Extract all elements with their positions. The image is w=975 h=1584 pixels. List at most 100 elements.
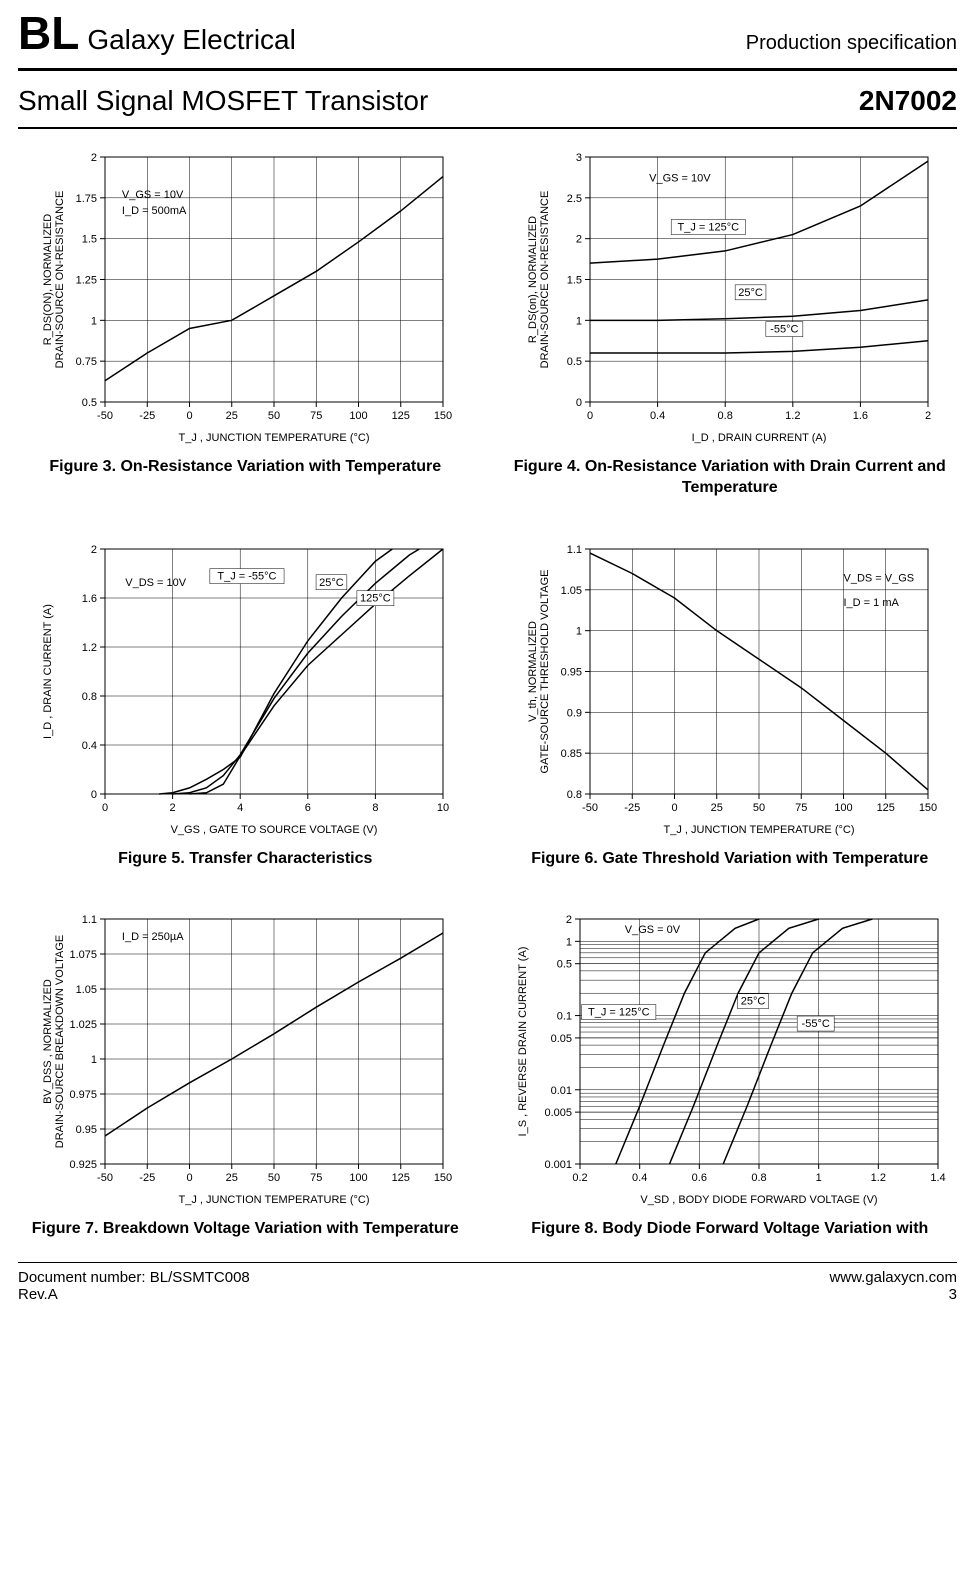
- figure-7: -50-2502550751001251500.9250.950.97511.0…: [18, 909, 473, 1240]
- svg-text:1.05: 1.05: [76, 984, 97, 996]
- figure-4-title: Figure 4. On-Resistance Variation with D…: [503, 457, 958, 499]
- figure-8: 0.20.40.60.811.21.40.0010.0050.010.050.1…: [503, 909, 958, 1240]
- svg-text:0.1: 0.1: [556, 1011, 571, 1023]
- svg-text:2.5: 2.5: [566, 193, 581, 205]
- svg-text:1.6: 1.6: [853, 410, 868, 422]
- svg-text:2: 2: [91, 544, 97, 556]
- svg-text:0.2: 0.2: [572, 1172, 587, 1184]
- svg-text:T_J , JUNCTION TEMPERATURE (°C: T_J , JUNCTION TEMPERATURE (°C): [179, 432, 370, 444]
- page-footer: Document number: BL/SSMTC008 Rev.A www.g…: [18, 1263, 957, 1303]
- svg-text:0.95: 0.95: [76, 1124, 97, 1136]
- doc-number: Document number: BL/SSMTC008: [18, 1269, 250, 1286]
- svg-text:1.25: 1.25: [76, 275, 97, 287]
- figure-5: 024681000.40.81.21.62V_GS , GATE TO SOUR…: [18, 539, 473, 870]
- svg-text:0.5: 0.5: [566, 356, 581, 368]
- figure-5-title: Figure 5. Transfer Characteristics: [18, 849, 473, 870]
- svg-text:0.75: 0.75: [76, 356, 97, 368]
- svg-text:-50: -50: [97, 1172, 113, 1184]
- svg-text:BV_DSS , NORMALIZEDDRAIN-SOURC: BV_DSS , NORMALIZEDDRAIN-SOURCE BREAKDOW…: [42, 935, 66, 1149]
- svg-text:V_DS = 10V: V_DS = 10V: [126, 576, 188, 588]
- svg-text:150: 150: [434, 1172, 452, 1184]
- svg-text:0.4: 0.4: [82, 740, 97, 752]
- svg-text:T_J , JUNCTION TEMPERATURE (°C: T_J , JUNCTION TEMPERATURE (°C): [663, 824, 854, 836]
- figure-3-title: Figure 3. On-Resistance Variation with T…: [18, 457, 473, 478]
- svg-text:0: 0: [187, 1172, 193, 1184]
- svg-text:1: 1: [815, 1172, 821, 1184]
- svg-text:0.95: 0.95: [560, 666, 581, 678]
- svg-text:8: 8: [373, 802, 379, 814]
- svg-text:25°C: 25°C: [740, 996, 765, 1008]
- svg-text:150: 150: [434, 410, 452, 422]
- svg-text:0.9: 0.9: [566, 707, 581, 719]
- svg-text:75: 75: [310, 1172, 322, 1184]
- svg-text:0.005: 0.005: [544, 1108, 572, 1120]
- svg-text:0: 0: [187, 410, 193, 422]
- svg-text:1.1: 1.1: [82, 914, 97, 926]
- page-header: BL Galaxy Electrical Production specific…: [18, 0, 957, 71]
- svg-text:0.5: 0.5: [82, 397, 97, 409]
- page-number: 3: [829, 1286, 957, 1303]
- svg-text:125: 125: [392, 410, 410, 422]
- svg-text:75: 75: [310, 410, 322, 422]
- figure-3: -50-2502550751001251500.50.7511.251.51.7…: [18, 147, 473, 499]
- svg-text:I_D = 250µA: I_D = 250µA: [122, 931, 184, 943]
- svg-text:-55°C: -55°C: [801, 1018, 829, 1030]
- part-number: 2N7002: [859, 85, 957, 117]
- svg-text:0.8: 0.8: [751, 1172, 766, 1184]
- svg-text:0.975: 0.975: [70, 1089, 98, 1101]
- svg-text:-50: -50: [582, 802, 598, 814]
- header-left: BL Galaxy Electrical: [18, 6, 296, 60]
- svg-text:150: 150: [919, 802, 937, 814]
- svg-text:T_J = 125°C: T_J = 125°C: [677, 222, 739, 234]
- footer-url: www.galaxycn.com: [829, 1269, 957, 1286]
- product-title: Small Signal MOSFET Transistor: [18, 85, 428, 117]
- svg-text:1.6: 1.6: [82, 593, 97, 605]
- svg-text:25: 25: [226, 1172, 238, 1184]
- svg-text:V_th, NORMALIZEDGATE-SOURCE TH: V_th, NORMALIZEDGATE-SOURCE THRESHOLD VO…: [527, 569, 551, 773]
- svg-text:V_GS = 10V: V_GS = 10V: [649, 173, 711, 185]
- svg-text:0.925: 0.925: [70, 1159, 98, 1171]
- svg-text:2: 2: [170, 802, 176, 814]
- svg-text:1.2: 1.2: [785, 410, 800, 422]
- svg-text:2: 2: [576, 234, 582, 246]
- svg-text:25: 25: [710, 802, 722, 814]
- svg-text:1.2: 1.2: [82, 642, 97, 654]
- svg-text:6: 6: [305, 802, 311, 814]
- svg-text:0.6: 0.6: [691, 1172, 706, 1184]
- svg-text:25: 25: [226, 410, 238, 422]
- svg-text:0.8: 0.8: [82, 691, 97, 703]
- svg-text:1.75: 1.75: [76, 193, 97, 205]
- svg-text:0.8: 0.8: [566, 789, 581, 801]
- svg-text:125°C: 125°C: [360, 592, 391, 604]
- figure-6: -50-2502550751001251500.80.850.90.9511.0…: [503, 539, 958, 870]
- svg-text:0.05: 0.05: [550, 1033, 571, 1045]
- svg-text:100: 100: [350, 1172, 368, 1184]
- svg-text:25°C: 25°C: [738, 287, 763, 299]
- svg-text:1.05: 1.05: [560, 584, 581, 596]
- svg-text:4: 4: [237, 802, 243, 814]
- svg-text:-55°C: -55°C: [770, 324, 798, 336]
- svg-text:75: 75: [795, 802, 807, 814]
- revision: Rev.A: [18, 1286, 250, 1303]
- svg-text:3: 3: [576, 152, 582, 164]
- svg-text:0.85: 0.85: [560, 748, 581, 760]
- svg-text:T_J = 125°C: T_J = 125°C: [588, 1007, 650, 1019]
- svg-text:50: 50: [268, 410, 280, 422]
- svg-text:0: 0: [671, 802, 677, 814]
- svg-text:R_DS(on), NORMALIZEDDRAIN-SOUR: R_DS(on), NORMALIZEDDRAIN-SOURCE ON-RESI…: [527, 191, 551, 369]
- svg-text:2: 2: [91, 152, 97, 164]
- svg-text:-50: -50: [97, 410, 113, 422]
- svg-text:1.4: 1.4: [930, 1172, 945, 1184]
- svg-text:100: 100: [834, 802, 852, 814]
- svg-text:V_SD , BODY DIODE FORWARD VO: V_SD , BODY DIODE FORWARD VOLTAGE (V): [640, 1194, 877, 1206]
- svg-text:10: 10: [437, 802, 449, 814]
- svg-text:1.2: 1.2: [870, 1172, 885, 1184]
- footer-left: Document number: BL/SSMTC008 Rev.A: [18, 1269, 250, 1303]
- svg-text:1.1: 1.1: [566, 544, 581, 556]
- svg-text:V_DS = V_GS: V_DS = V_GS: [843, 572, 914, 584]
- footer-right: www.galaxycn.com 3: [829, 1269, 957, 1303]
- svg-text:125: 125: [392, 1172, 410, 1184]
- svg-text:1.5: 1.5: [82, 234, 97, 246]
- svg-text:125: 125: [876, 802, 894, 814]
- svg-text:0: 0: [576, 397, 582, 409]
